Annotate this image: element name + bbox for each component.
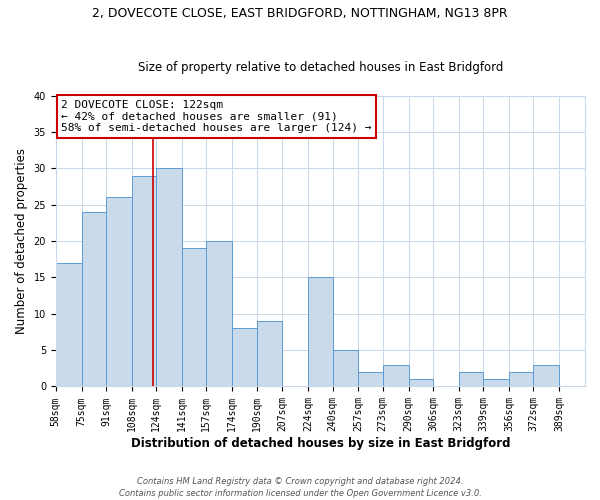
Bar [459,372,483,386]
Text: 2, DOVECOTE CLOSE, EAST BRIDGFORD, NOTTINGHAM, NG13 8PR: 2, DOVECOTE CLOSE, EAST BRIDGFORD, NOTTI… [92,8,508,20]
Bar [483,379,509,386]
Bar [156,168,182,386]
Text: Contains HM Land Registry data © Crown copyright and database right 2024.
Contai: Contains HM Land Registry data © Crown c… [119,476,481,498]
X-axis label: Distribution of detached houses by size in East Bridgford: Distribution of detached houses by size … [131,437,510,450]
Bar [257,321,283,386]
Text: 2 DOVECOTE CLOSE: 122sqm
← 42% of detached houses are smaller (91)
58% of semi-d: 2 DOVECOTE CLOSE: 122sqm ← 42% of detach… [61,100,371,133]
Bar [82,212,106,386]
Bar [358,372,383,386]
Bar [106,198,132,386]
Bar [409,379,433,386]
Bar [383,364,409,386]
Bar [332,350,358,387]
Bar [232,328,257,386]
Bar [509,372,533,386]
Bar [206,241,232,386]
Title: Size of property relative to detached houses in East Bridgford: Size of property relative to detached ho… [138,60,503,74]
Y-axis label: Number of detached properties: Number of detached properties [15,148,28,334]
Bar [308,278,332,386]
Bar [182,248,206,386]
Bar [533,364,559,386]
Bar [132,176,156,386]
Bar [56,263,82,386]
